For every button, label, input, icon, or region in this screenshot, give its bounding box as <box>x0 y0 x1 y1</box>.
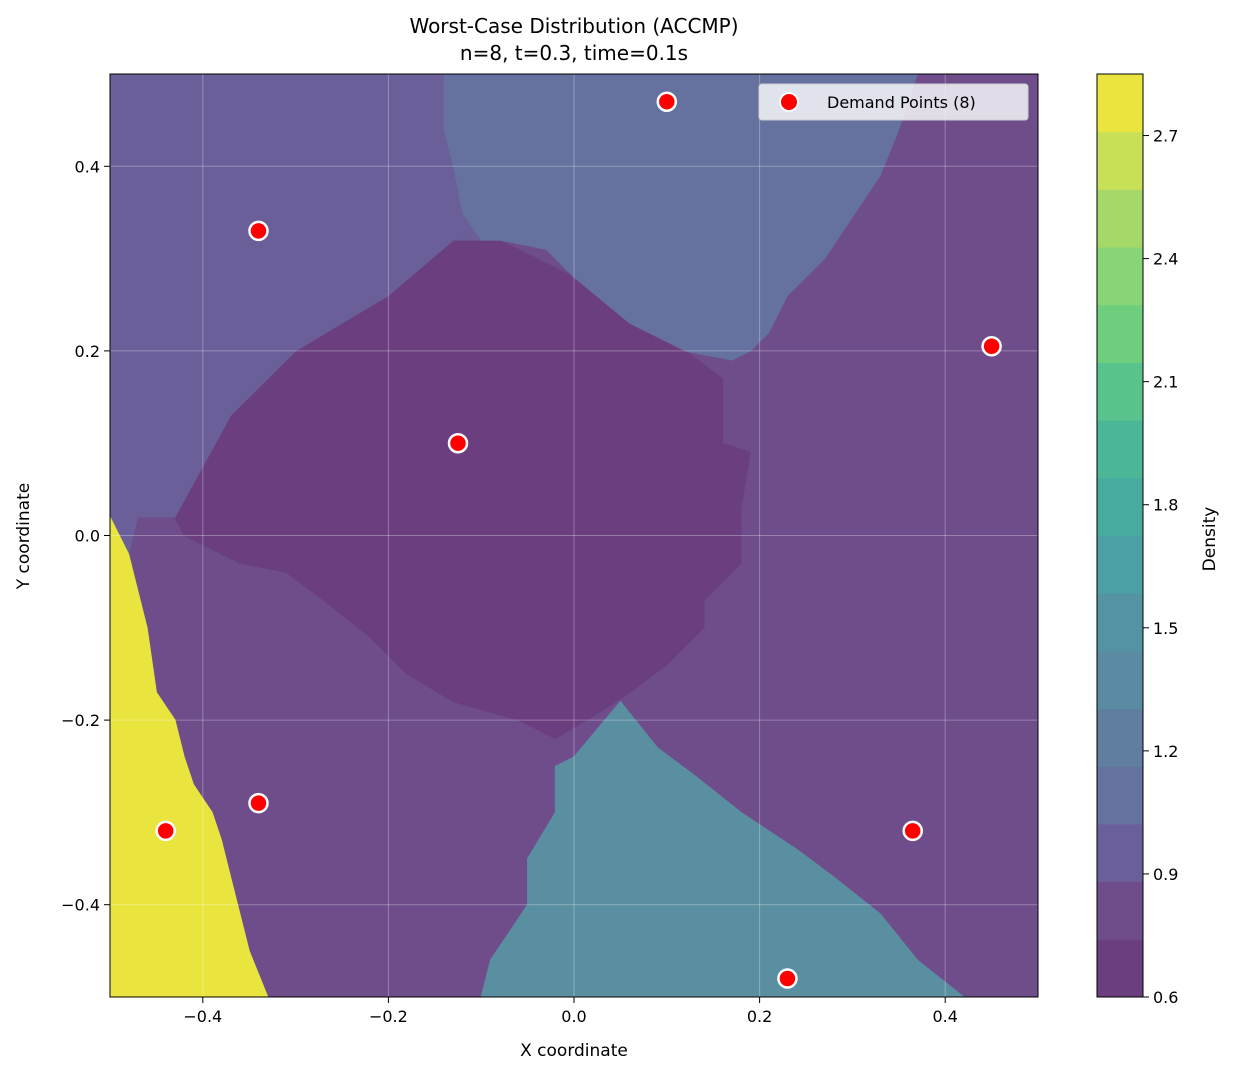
demand-points <box>155 91 1002 989</box>
legend-marker <box>779 92 799 112</box>
colorbar-bands <box>1097 74 1143 998</box>
colorbar-band <box>1097 304 1143 363</box>
grid-lines <box>110 74 1038 997</box>
plot-area <box>109 73 1039 998</box>
demand-point <box>777 968 798 989</box>
x-tick-label: −0.2 <box>369 1007 408 1026</box>
colorbar-band <box>1097 189 1143 248</box>
demand-point <box>902 820 923 842</box>
legend-label: Demand Points (8) <box>827 93 976 112</box>
colorbar-tick-label: 2.1 <box>1153 373 1178 392</box>
demand-point <box>981 336 1002 357</box>
demand-point <box>248 792 269 814</box>
colorbar-band <box>1097 593 1143 652</box>
y-tick-label: 0.4 <box>75 157 100 176</box>
y-tick-label: 0.0 <box>75 527 100 546</box>
x-tick-label: 0.2 <box>747 1007 772 1026</box>
y-axis-label: Y coordinate <box>14 483 34 590</box>
demand-point <box>447 432 469 454</box>
x-tick-label: 0.0 <box>561 1007 586 1026</box>
x-tick-label: 0.4 <box>932 1007 957 1026</box>
colorbar-tick-label: 2.4 <box>1153 250 1178 269</box>
demand-point <box>155 820 176 842</box>
x-tick-label: −0.4 <box>183 1007 222 1026</box>
y-tick-label: −0.2 <box>61 711 100 730</box>
density-region-bottom-left <box>109 516 269 998</box>
x-axis-ticks: −0.4 −0.2 0.0 0.2 0.4 <box>183 997 958 1026</box>
colorbar-tick-label: 1.2 <box>1153 742 1178 761</box>
colorbar-band <box>1097 881 1143 940</box>
chart-title: Worst-Case Distribution (ACCMP) <box>409 14 738 38</box>
colorbar-band <box>1097 247 1143 306</box>
y-tick-label: 0.2 <box>75 342 100 361</box>
demand-point <box>656 91 678 112</box>
y-tick-label: −0.4 <box>61 896 100 915</box>
colorbar-tick-label: 0.6 <box>1153 988 1178 1007</box>
colorbar-band <box>1097 131 1143 190</box>
colorbar-tick-label: 1.5 <box>1153 619 1178 638</box>
colorbar-tick-label: 1.8 <box>1153 496 1178 515</box>
colorbar-tick-label: 2.7 <box>1153 127 1178 146</box>
colorbar-band <box>1097 650 1143 710</box>
colorbar-frame <box>1096 73 1144 998</box>
demand-point <box>248 220 269 242</box>
colorbar-band <box>1097 766 1143 825</box>
density-regions <box>109 73 966 998</box>
colorbar-band <box>1097 823 1143 883</box>
colorbar-label: Density <box>1200 507 1220 572</box>
x-axis-label: X coordinate <box>520 1041 628 1061</box>
colorbar-ticks: 0.6 0.9 1.2 1.5 1.8 2.1 2.4 2.7 <box>1143 127 1178 1007</box>
colorbar-band <box>1097 362 1143 421</box>
legend-box <box>758 83 1029 121</box>
colorbar-band <box>1097 708 1143 767</box>
colorbar-band <box>1097 420 1143 479</box>
density-region-upper-middle <box>443 73 919 361</box>
colorbar-tick-label: 0.9 <box>1153 865 1178 884</box>
colorbar-band <box>1097 74 1143 133</box>
colorbar-band <box>1097 939 1143 998</box>
chart-subtitle: n=8, t=0.3, time=0.1s <box>460 41 688 65</box>
colorbar-band <box>1097 535 1143 594</box>
colorbar-band <box>1097 477 1143 536</box>
colorbar: 0.6 0.9 1.2 1.5 1.8 2.1 2.4 2.7 Density <box>1096 73 1220 1007</box>
legend: Demand Points (8) <box>758 83 1029 121</box>
y-axis-ticks: −0.4 −0.2 0.0 0.2 0.4 <box>61 157 110 915</box>
